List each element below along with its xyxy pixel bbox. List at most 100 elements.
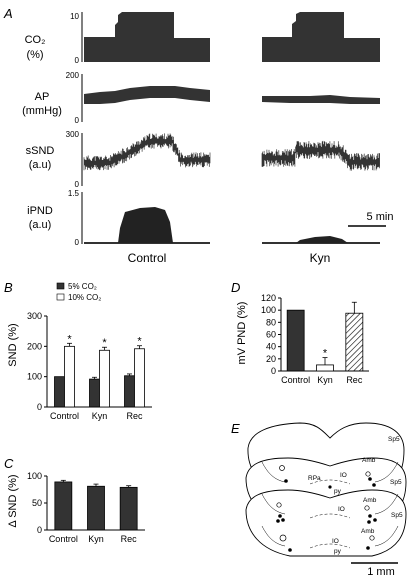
panel-e-label: E — [231, 421, 240, 436]
legend-swatch-5co2 — [56, 282, 65, 290]
x-tick-label: Kyn — [88, 534, 104, 544]
section-caudal — [245, 489, 407, 557]
significance-star: * — [137, 336, 142, 348]
panel-b-label: B — [4, 280, 13, 295]
label-py-2: py — [334, 548, 342, 555]
panel-b-legend: 5% CO₂ 10% CO₂ — [56, 282, 101, 302]
label-io-1: IO — [340, 472, 347, 479]
co2-ytick-min: 0 — [75, 56, 80, 65]
x-tick-label: Kyn — [317, 375, 333, 385]
panel-d-ylabel: mV PND (%) — [236, 302, 248, 365]
label-sp5-2: Sp5 — [390, 479, 402, 486]
ap-unit: (mmHg) — [22, 105, 62, 117]
label-io-3: IO — [332, 538, 339, 545]
chart-delta-snd: 0 50 100 Control Kyn Rec — [27, 471, 145, 544]
ssnd-unit: (a.u) — [29, 159, 52, 171]
panel-b-ylabel: SND (%) — [7, 323, 19, 366]
ipnd-label: iPND — [27, 205, 53, 217]
label-sp5-3: Sp5 — [391, 512, 403, 519]
panel-e-annotations: Sp5 Amb RPa IO py Sp5 Amb IO Sp5 Amb IO … — [308, 436, 403, 555]
site-filled-8 — [373, 518, 377, 522]
time-scale-label: 5 min — [367, 211, 394, 223]
label-sp5-1: Sp5 — [388, 436, 400, 443]
bar — [54, 481, 73, 531]
distance-scale-label: 1 mm — [367, 566, 395, 577]
bar — [54, 376, 65, 408]
label-py-1: py — [334, 488, 342, 495]
y-tick-label: 0 — [37, 402, 42, 412]
significance-star: * — [102, 337, 107, 349]
y-tick-label: 100 — [27, 372, 42, 382]
site-open-1 — [279, 465, 285, 471]
x-tick-label: Control — [49, 534, 78, 544]
chart-mv-pnd: 0 20 40 60 80 100 120 Control * Kyn Rec — [261, 293, 369, 385]
label-amb-3: Amb — [361, 528, 375, 535]
co2-trace-control — [84, 12, 210, 62]
bar — [89, 378, 100, 408]
site-filled-3 — [372, 483, 376, 487]
legend-label-5co2: 5% CO₂ — [68, 282, 97, 291]
condition-kyn-label: Kyn — [310, 251, 331, 265]
site-filled-5 — [281, 518, 285, 522]
site-filled-7 — [368, 514, 372, 518]
bar — [345, 312, 364, 372]
label-amb-1: Amb — [362, 457, 376, 464]
bar — [286, 309, 305, 372]
x-tick-label: Control — [281, 375, 310, 385]
co2-trace-kyn — [262, 12, 380, 62]
bar — [134, 348, 145, 408]
ssnd-label: sSND — [26, 145, 55, 157]
ap-ytick-max: 200 — [66, 71, 80, 80]
panel-a-scale-bar: 5 min — [348, 211, 394, 227]
x-tick-label: Rec — [126, 411, 143, 421]
site-open-3 — [276, 502, 282, 508]
bar — [124, 375, 135, 408]
panel-d-label: D — [231, 280, 240, 295]
ap-trace-control — [84, 86, 210, 104]
ipnd-trace-control — [118, 207, 173, 243]
bar — [64, 345, 75, 408]
ipnd-unit: (a.u) — [29, 219, 52, 231]
ipnd-ytick-min: 0 — [75, 238, 80, 247]
ap-trace-kyn — [262, 95, 380, 104]
site-open-6 — [369, 535, 375, 541]
site-open-5 — [279, 534, 287, 542]
y-tick-label: 80 — [266, 317, 276, 327]
x-tick-label: Rec — [121, 534, 138, 544]
x-tick-label: Kyn — [92, 411, 108, 421]
panel-c-ylabel: Δ SND (%) — [7, 474, 19, 527]
ssnd-ytick-min: 0 — [75, 180, 80, 189]
bar — [99, 349, 110, 408]
brainstem-sections — [245, 422, 407, 557]
x-tick-label: Control — [50, 411, 79, 421]
y-tick-label: 100 — [261, 305, 276, 315]
label-amb-2: Amb — [363, 497, 377, 504]
site-filled-6 — [276, 519, 280, 523]
brainstem-inner-outlines — [261, 461, 399, 549]
ipnd-trace-kyn — [296, 236, 348, 243]
ap-label: AP — [35, 91, 50, 103]
legend-swatch-10co2 — [56, 293, 65, 301]
panel-c-label: C — [4, 456, 14, 471]
y-tick-label: 100 — [27, 471, 42, 481]
panel-a-axes: 10 0 200 0 300 0 1.5 0 — [66, 12, 83, 247]
y-tick-label: 120 — [261, 293, 276, 303]
chart-snd: 0 100 200 300 * Control * Kyn * Rec — [27, 311, 152, 421]
y-tick-label: 300 — [27, 311, 42, 321]
y-tick-label: 60 — [266, 330, 276, 340]
co2-label: CO₂ — [25, 34, 46, 46]
co2-unit: (%) — [26, 49, 43, 61]
label-io-2: IO — [338, 506, 345, 513]
site-filled-11 — [366, 546, 370, 550]
site-filled-2 — [368, 477, 372, 481]
y-tick-label: 200 — [27, 341, 42, 351]
bar — [316, 364, 334, 372]
y-tick-label: 40 — [266, 342, 276, 352]
condition-control-label: Control — [128, 251, 167, 265]
bar — [119, 486, 138, 531]
x-tick-label: Rec — [346, 375, 363, 385]
site-filled-1 — [284, 479, 288, 483]
significance-star: * — [323, 348, 328, 360]
legend-label-10co2: 10% CO₂ — [68, 293, 101, 302]
panel-e-scale-bar: 1 mm — [351, 562, 398, 577]
